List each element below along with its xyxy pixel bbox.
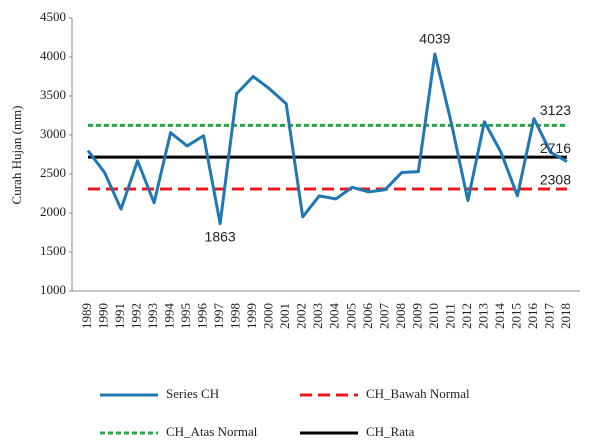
y-axis-label: Curah Hujan (mm) <box>9 106 24 205</box>
x-tick-label: 2000 <box>261 303 276 329</box>
reference-label: 2716 <box>540 140 571 156</box>
x-tick-label: 2011 <box>442 303 457 329</box>
x-tick-label: 2007 <box>376 303 391 330</box>
x-tick-label: 1992 <box>129 303 144 329</box>
x-tick-label: 2014 <box>492 303 507 330</box>
x-tick-label: 1999 <box>244 303 259 329</box>
x-tick-label: 1996 <box>195 303 210 330</box>
x-tick-label: 1991 <box>112 303 127 329</box>
y-tick-label: 1500 <box>40 243 66 258</box>
y-tick-label: 4000 <box>40 48 66 63</box>
x-tick-label: 2016 <box>525 303 540 330</box>
y-tick-label: 2000 <box>40 204 66 219</box>
reference-label: 3123 <box>540 102 571 118</box>
y-tick-label: 1000 <box>40 282 66 297</box>
x-tick-label: 2008 <box>393 303 408 329</box>
x-tick-label: 2013 <box>475 303 490 329</box>
x-tick-label: 1993 <box>145 303 160 329</box>
x-tick-label: 2017 <box>541 303 556 330</box>
x-tick-label: 2018 <box>558 303 573 329</box>
x-tick-label: 2012 <box>459 303 474 329</box>
series-line <box>86 52 568 226</box>
legend-label: CH_Rata <box>366 424 415 439</box>
x-tick-label: 1998 <box>228 303 243 329</box>
x-tick-label: 1995 <box>178 303 193 329</box>
x-tick-label: 2002 <box>294 303 309 329</box>
x-tick-label: 1994 <box>162 303 177 330</box>
x-tick-label: 2015 <box>508 303 523 329</box>
legend-label: CH_Bawah Normal <box>366 386 470 401</box>
x-tick-label: 2001 <box>277 303 292 329</box>
x-tick-label: 1990 <box>96 303 111 329</box>
y-tick-label: 3000 <box>40 126 66 141</box>
y-tick-label: 3500 <box>40 87 66 102</box>
data-label: 1863 <box>205 228 236 244</box>
legend-label: Series CH <box>166 386 219 401</box>
y-tick-label: 4500 <box>40 9 66 24</box>
x-tick-label: 2003 <box>310 303 325 329</box>
x-tick-label: 2004 <box>327 303 342 330</box>
legend-label: CH_Atas Normal <box>166 424 258 439</box>
x-tick-label: 2009 <box>409 303 424 329</box>
y-tick-label: 2500 <box>40 165 66 180</box>
data-label: 4039 <box>419 31 450 47</box>
reference-label: 2308 <box>540 172 571 188</box>
x-tick-label: 1989 <box>79 303 94 329</box>
x-tick-label: 2006 <box>360 303 375 330</box>
x-tick-label: 2005 <box>343 303 358 329</box>
x-tick-label: 2010 <box>426 303 441 329</box>
x-tick-label: 1997 <box>211 303 226 330</box>
